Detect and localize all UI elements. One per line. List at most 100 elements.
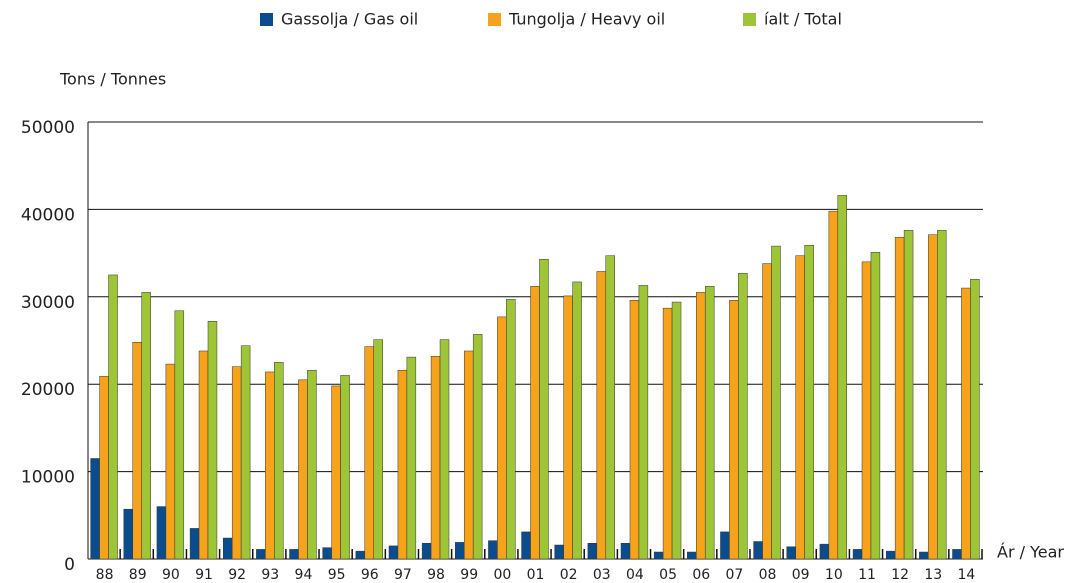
x-tick-label: 13 bbox=[924, 567, 942, 583]
bar bbox=[861, 261, 872, 560]
bar bbox=[837, 195, 848, 560]
bar bbox=[605, 255, 615, 560]
bar bbox=[240, 345, 251, 560]
bar bbox=[937, 230, 947, 560]
bar bbox=[207, 321, 218, 560]
bar bbox=[620, 543, 631, 560]
bar bbox=[307, 369, 317, 560]
bar bbox=[463, 350, 474, 560]
bar bbox=[653, 551, 664, 560]
bar bbox=[331, 385, 341, 560]
legend-swatch bbox=[743, 13, 756, 26]
bar bbox=[852, 549, 863, 560]
bar bbox=[970, 279, 980, 560]
x-tick-label: 99 bbox=[460, 567, 478, 583]
x-tick-label: 90 bbox=[162, 567, 180, 583]
legend-label: Gassolja / Gas oil bbox=[281, 10, 418, 29]
bar bbox=[388, 545, 399, 560]
bar bbox=[870, 251, 881, 560]
x-tick-label: 06 bbox=[692, 567, 710, 583]
bar bbox=[421, 543, 432, 560]
bar bbox=[786, 546, 796, 560]
bar bbox=[174, 310, 185, 560]
bar bbox=[355, 550, 366, 560]
bar bbox=[919, 551, 929, 560]
bar bbox=[563, 295, 573, 560]
bar bbox=[231, 366, 242, 560]
bar bbox=[430, 355, 441, 560]
x-tick-label: 97 bbox=[394, 567, 412, 583]
bar bbox=[762, 263, 772, 560]
bar bbox=[696, 292, 706, 560]
bar bbox=[587, 543, 598, 560]
x-tick-label: 09 bbox=[792, 567, 810, 583]
x-tick-label: 96 bbox=[361, 567, 379, 583]
x-tick-label: 88 bbox=[96, 567, 114, 583]
bar bbox=[265, 371, 275, 560]
bar bbox=[123, 508, 134, 560]
bar bbox=[671, 301, 682, 560]
bar bbox=[156, 506, 167, 560]
x-tick-label: 01 bbox=[527, 567, 545, 583]
bar bbox=[397, 369, 408, 560]
bar bbox=[364, 346, 374, 560]
y-tick-label: 40000 bbox=[21, 205, 75, 225]
bar bbox=[132, 341, 142, 560]
bar bbox=[322, 547, 332, 560]
bar bbox=[903, 230, 914, 560]
x-tick-label: 05 bbox=[659, 567, 677, 583]
bar bbox=[819, 543, 830, 560]
bar bbox=[795, 255, 805, 560]
x-tick-label: 92 bbox=[228, 567, 246, 583]
legend-swatch bbox=[260, 13, 273, 26]
y-axis-label: Tons / Tonnes bbox=[59, 70, 166, 89]
bar bbox=[662, 307, 673, 560]
bar bbox=[521, 531, 531, 560]
bar bbox=[687, 551, 697, 560]
bar bbox=[928, 234, 938, 560]
bar bbox=[406, 356, 417, 560]
bar bbox=[198, 350, 209, 560]
bar bbox=[189, 528, 200, 560]
x-tick-label: 93 bbox=[261, 567, 279, 583]
bar bbox=[554, 544, 564, 560]
bar bbox=[539, 258, 549, 560]
bar bbox=[828, 210, 839, 560]
bar bbox=[638, 285, 649, 560]
bar bbox=[720, 531, 730, 560]
bar bbox=[222, 537, 233, 560]
bar bbox=[141, 292, 151, 560]
bar bbox=[289, 549, 299, 560]
bar bbox=[572, 281, 582, 560]
legend-label: íalt / Total bbox=[764, 10, 842, 29]
x-tick-label: 94 bbox=[295, 567, 313, 583]
bar bbox=[629, 300, 640, 560]
y-tick-label: 0 bbox=[64, 555, 75, 575]
x-tick-label: 98 bbox=[427, 567, 445, 583]
bar bbox=[885, 550, 896, 560]
y-tick-label: 50000 bbox=[21, 118, 75, 138]
bar bbox=[488, 540, 498, 560]
x-tick-label: 11 bbox=[858, 567, 876, 583]
bar bbox=[373, 339, 383, 560]
bar bbox=[738, 272, 748, 560]
bar bbox=[90, 458, 100, 560]
bar bbox=[952, 549, 962, 560]
x-tick-label: 95 bbox=[328, 567, 346, 583]
bar bbox=[530, 286, 540, 560]
x-tick-label: 10 bbox=[825, 567, 843, 583]
bar bbox=[497, 316, 507, 560]
bar bbox=[804, 244, 814, 560]
x-tick-label: 14 bbox=[958, 567, 976, 583]
bar bbox=[256, 549, 266, 560]
x-tick-label: 00 bbox=[493, 567, 511, 583]
bar bbox=[506, 299, 516, 560]
y-tick-label: 10000 bbox=[21, 468, 75, 488]
bar bbox=[472, 334, 483, 560]
bar bbox=[298, 379, 308, 560]
y-tick-label: 20000 bbox=[21, 380, 75, 400]
x-tick-label: 08 bbox=[759, 567, 777, 583]
bar bbox=[455, 542, 465, 560]
x-tick-label: 07 bbox=[725, 567, 743, 583]
x-tick-label: 91 bbox=[195, 567, 213, 583]
